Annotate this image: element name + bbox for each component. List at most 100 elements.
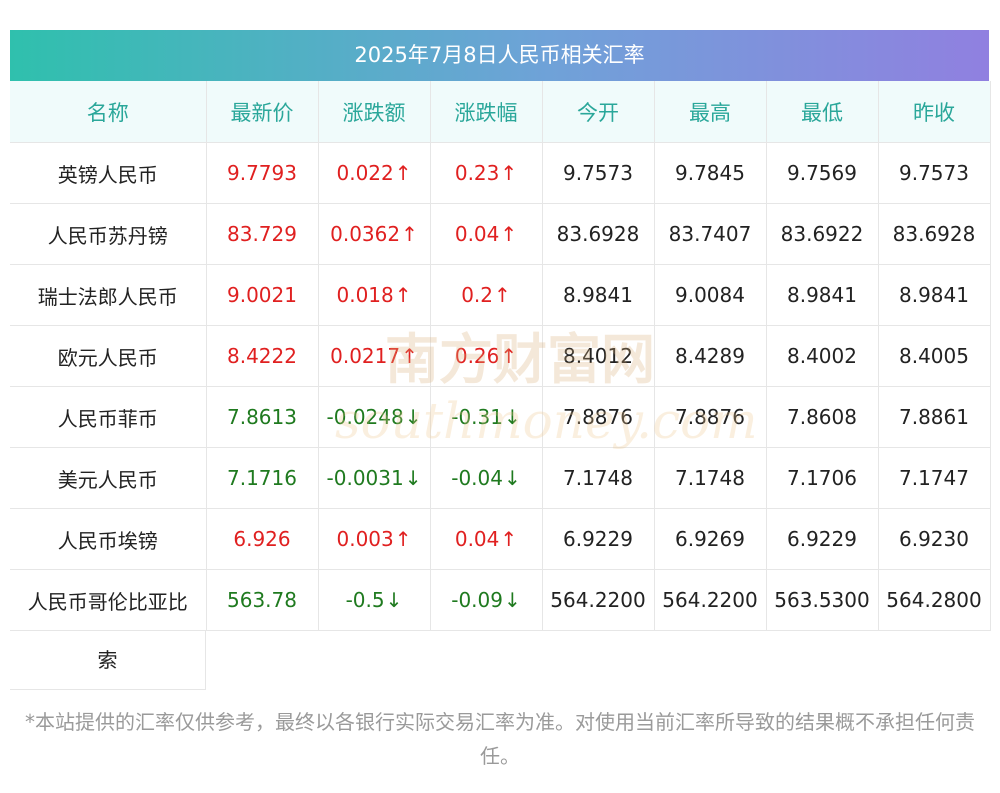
- cell-low: 83.6922: [766, 203, 879, 265]
- cell-low: 563.5300: [766, 569, 879, 631]
- cell-open-value: 7.8876: [563, 405, 633, 429]
- arrow-up-icon: ↑: [500, 161, 518, 185]
- cell-high: 6.9269: [654, 508, 767, 570]
- cell-prev: 7.8861: [878, 386, 991, 448]
- cell-name-value: 人民币苏丹镑: [47, 223, 168, 248]
- cell-high-value: 6.9269: [675, 527, 745, 551]
- cell-change-value: 0.003: [336, 527, 394, 551]
- cell-change: 0.003↑: [318, 508, 431, 570]
- cell-open-value: 7.1748: [563, 466, 633, 490]
- cell-open-value: 83.6928: [556, 222, 640, 246]
- cell-name: 人民币菲币: [10, 386, 207, 448]
- cell-name-value: 英镑人民币: [57, 162, 158, 187]
- cell-prev-value: 9.7573: [899, 161, 969, 185]
- cell-pct-value: -0.09: [451, 588, 503, 612]
- col-header-low: 最低: [766, 81, 879, 143]
- cell-prev-value: 8.9841: [899, 283, 969, 307]
- cell-name: 欧元人民币: [10, 325, 207, 387]
- cell-low: 8.9841: [766, 264, 879, 326]
- cell-high: 7.1748: [654, 447, 767, 509]
- arrow-up-icon: ↑: [394, 161, 412, 185]
- arrow-up-icon: ↑: [394, 527, 412, 551]
- col-header-latest: 最新价: [206, 81, 319, 143]
- cell-prev: 8.9841: [878, 264, 991, 326]
- cell-open: 8.9841: [542, 264, 655, 326]
- cell-change: -0.0031↓: [318, 447, 431, 509]
- arrow-down-icon: ↓: [404, 405, 422, 429]
- cell-change: 0.018↑: [318, 264, 431, 326]
- col-header-name: 名称: [10, 81, 207, 143]
- cell-prev-value: 7.8861: [899, 405, 969, 429]
- cell-high-value: 7.1748: [675, 466, 745, 490]
- cell-pct-value: -0.31: [451, 405, 503, 429]
- cell-open-value: 6.9229: [563, 527, 633, 551]
- cell-change: 0.0362↑: [318, 203, 431, 265]
- cell-high-value: 8.4289: [675, 344, 745, 368]
- cell-pct: 0.04↑: [430, 203, 543, 265]
- cell-latest-value: 7.1716: [227, 466, 297, 490]
- col-header-prev: 昨收: [878, 81, 991, 143]
- cell-open: 564.2200: [542, 569, 655, 631]
- cell-open: 9.7573: [542, 142, 655, 204]
- cell-open-value: 8.4012: [563, 344, 633, 368]
- cell-open: 6.9229: [542, 508, 655, 570]
- cell-latest-value: 9.0021: [227, 283, 297, 307]
- cell-pct: 0.23↑: [430, 142, 543, 204]
- cell-prev: 83.6928: [878, 203, 991, 265]
- arrow-down-icon: ↓: [503, 588, 521, 612]
- cell-change: -0.5↓: [318, 569, 431, 631]
- table-row: 人民币菲币 7.8613 -0.0248↓ -0.31 ↓ 7.8876 7.8876 7.8…: [10, 386, 991, 448]
- cell-name-value: 人民币菲币: [57, 406, 158, 431]
- cell-change-value: 0.0362: [330, 222, 401, 246]
- cell-pct-value: 0.26: [454, 344, 500, 368]
- rate-table-container: 2025年7月8日人民币相关汇率 名称 最新价 涨跌额 涨跌幅 今开 最高 最低…: [10, 30, 991, 631]
- cell-high-value: 7.8876: [675, 405, 745, 429]
- cell-low-value: 83.6922: [780, 222, 864, 246]
- cell-name: 美元人民币: [10, 447, 207, 509]
- cell-change-value: -0.0031: [326, 466, 404, 490]
- col-header-open: 今开: [542, 81, 655, 143]
- table-title: 2025年7月8日人民币相关汇率: [10, 30, 989, 81]
- cell-low: 7.1706: [766, 447, 879, 509]
- cell-change: -0.0248↓: [318, 386, 431, 448]
- cell-latest-value: 7.8613: [227, 405, 297, 429]
- cell-high-value: 564.2200: [662, 588, 758, 612]
- cell-low: 7.8608: [766, 386, 879, 448]
- cell-pct: -0.09↓: [430, 569, 543, 631]
- cell-name: 人民币苏丹镑: [10, 203, 207, 265]
- arrow-up-icon: ↑: [500, 527, 518, 551]
- col-header-high: 最高: [654, 81, 767, 143]
- cell-high-value: 9.7845: [675, 161, 745, 185]
- cell-name-value: 美元人民币: [57, 467, 158, 492]
- cell-prev: 7.1747: [878, 447, 991, 509]
- cell-prev: 564.2800: [878, 569, 991, 631]
- arrow-up-icon: ↑: [394, 283, 412, 307]
- cell-pct-value: 0.2: [461, 283, 494, 307]
- cell-open-value: 8.9841: [563, 283, 633, 307]
- cell-low-value: 6.9229: [787, 527, 857, 551]
- col-header-pct: 涨跌幅: [430, 81, 543, 143]
- cell-change-value: 0.022: [336, 161, 394, 185]
- cell-low-value: 7.1706: [787, 466, 857, 490]
- cell-prev-value: 8.4005: [899, 344, 969, 368]
- cell-pct-value: 0.04: [454, 222, 500, 246]
- rate-table: 名称 最新价 涨跌额 涨跌幅 今开 最高 最低 昨收 英镑人民币 9.7793 0.…: [10, 81, 991, 631]
- cell-high-value: 9.0084: [675, 283, 745, 307]
- cell-change: 0.0217↑: [318, 325, 431, 387]
- cell-latest: 7.1716: [206, 447, 319, 509]
- table-row: 人民币苏丹镑 83.729 0.0362↑ 0.04↑ 83.6928 83.7407 83…: [10, 203, 991, 265]
- cell-prev: 8.4005: [878, 325, 991, 387]
- cell-pct: 0.2↑: [430, 264, 543, 326]
- cell-low-value: 7.8608: [787, 405, 857, 429]
- table-row: 瑞士法郎人民币 9.0021 0.018↑ 0.2↑ 8.9841 9.0084 8.984…: [10, 264, 991, 326]
- cell-latest-value: 563.78: [227, 588, 297, 612]
- last-row-name-continuation: 索: [10, 630, 206, 690]
- cell-prev-value: 6.9230: [899, 527, 969, 551]
- cell-low-value: 8.4002: [787, 344, 857, 368]
- table-row: 人民币哥伦比亚比 563.78 -0.5↓ -0.09↓ 564.2200 564.220…: [10, 569, 991, 631]
- cell-latest-value: 83.729: [227, 222, 297, 246]
- cell-pct: -0.04↓: [430, 447, 543, 509]
- cell-name: 人民币埃镑: [10, 508, 207, 570]
- cell-change-value: 0.0217: [330, 344, 401, 368]
- cell-name-value: 人民币哥伦比亚比: [27, 589, 188, 614]
